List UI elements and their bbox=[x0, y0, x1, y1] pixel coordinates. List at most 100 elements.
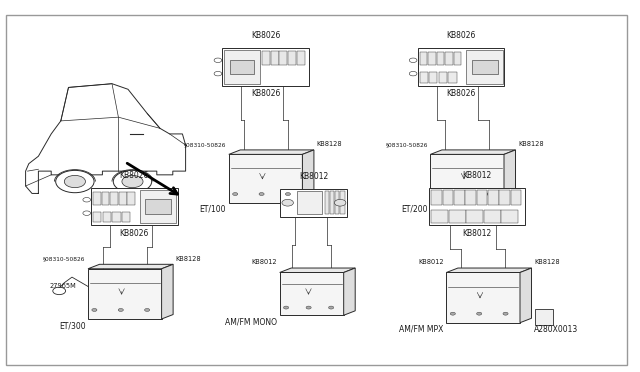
Polygon shape bbox=[302, 150, 314, 203]
Bar bbox=[145, 199, 172, 214]
Bar bbox=[436, 52, 444, 65]
Bar bbox=[223, 48, 308, 86]
Circle shape bbox=[92, 308, 97, 311]
Text: KB8026: KB8026 bbox=[120, 171, 149, 180]
Circle shape bbox=[122, 176, 143, 188]
Circle shape bbox=[285, 193, 291, 196]
Text: KB8026: KB8026 bbox=[446, 89, 476, 98]
Text: A280X0013: A280X0013 bbox=[534, 325, 579, 334]
Text: §08310-50826: §08310-50826 bbox=[184, 142, 227, 147]
Bar bbox=[335, 191, 339, 214]
Circle shape bbox=[282, 199, 293, 206]
Bar bbox=[431, 210, 448, 223]
Bar bbox=[488, 190, 499, 205]
Bar bbox=[447, 272, 520, 323]
Text: KB8128: KB8128 bbox=[317, 141, 342, 147]
Text: KB8026: KB8026 bbox=[120, 229, 149, 238]
Circle shape bbox=[435, 193, 440, 196]
Bar bbox=[229, 154, 302, 203]
Bar bbox=[438, 72, 447, 83]
Circle shape bbox=[451, 312, 456, 315]
Bar bbox=[91, 188, 177, 225]
Bar bbox=[467, 50, 503, 84]
Text: KB8012: KB8012 bbox=[299, 171, 328, 181]
Text: KB8012: KB8012 bbox=[462, 171, 492, 180]
Bar bbox=[110, 192, 118, 205]
Bar bbox=[430, 154, 504, 203]
Circle shape bbox=[259, 193, 264, 196]
Bar bbox=[467, 210, 483, 223]
Circle shape bbox=[410, 71, 417, 76]
Bar bbox=[262, 51, 270, 65]
Bar bbox=[88, 269, 161, 319]
Text: ET/200: ET/200 bbox=[401, 205, 428, 214]
Bar bbox=[448, 72, 456, 83]
Polygon shape bbox=[344, 268, 355, 315]
Bar bbox=[429, 72, 437, 83]
Text: KB8012: KB8012 bbox=[252, 259, 277, 266]
Bar bbox=[112, 212, 120, 222]
Text: ET/300: ET/300 bbox=[59, 321, 86, 330]
Bar bbox=[454, 190, 465, 205]
Polygon shape bbox=[504, 150, 516, 203]
Text: §08310-50826: §08310-50826 bbox=[43, 256, 86, 261]
Text: §08310-50826: §08310-50826 bbox=[385, 142, 428, 147]
Bar bbox=[279, 51, 287, 65]
Circle shape bbox=[306, 306, 311, 309]
Circle shape bbox=[64, 176, 86, 188]
Circle shape bbox=[477, 312, 482, 315]
Bar bbox=[420, 72, 428, 83]
Bar bbox=[431, 190, 442, 205]
Bar bbox=[230, 60, 254, 74]
Bar bbox=[297, 191, 322, 214]
Circle shape bbox=[233, 193, 238, 196]
Text: KB8026: KB8026 bbox=[251, 89, 280, 98]
Polygon shape bbox=[520, 268, 531, 323]
Circle shape bbox=[461, 193, 466, 196]
Circle shape bbox=[145, 308, 150, 311]
Circle shape bbox=[503, 312, 508, 315]
Bar bbox=[420, 52, 428, 65]
Circle shape bbox=[284, 306, 289, 309]
Bar bbox=[449, 210, 466, 223]
Text: 27965M: 27965M bbox=[49, 283, 76, 289]
Circle shape bbox=[410, 58, 417, 62]
Circle shape bbox=[214, 71, 222, 76]
Circle shape bbox=[334, 199, 346, 206]
Bar bbox=[102, 192, 109, 205]
Bar bbox=[465, 190, 476, 205]
Bar bbox=[484, 210, 500, 223]
Bar bbox=[428, 52, 436, 65]
Circle shape bbox=[328, 306, 333, 309]
Bar bbox=[93, 212, 101, 222]
Bar bbox=[340, 191, 344, 214]
Text: AM/FM MPX: AM/FM MPX bbox=[399, 325, 444, 334]
Bar bbox=[454, 52, 461, 65]
Circle shape bbox=[83, 198, 91, 202]
Bar bbox=[280, 189, 347, 217]
Bar bbox=[330, 191, 334, 214]
Bar bbox=[280, 272, 344, 315]
Bar bbox=[127, 192, 135, 205]
Bar bbox=[477, 190, 488, 205]
Text: KB8128: KB8128 bbox=[175, 256, 202, 262]
Polygon shape bbox=[447, 268, 531, 272]
Text: KB8128: KB8128 bbox=[534, 259, 560, 266]
Text: ET/100: ET/100 bbox=[200, 205, 227, 214]
Bar bbox=[93, 192, 101, 205]
Bar bbox=[443, 190, 453, 205]
Bar bbox=[501, 210, 518, 223]
Circle shape bbox=[56, 170, 94, 193]
Bar bbox=[324, 191, 329, 214]
Bar bbox=[417, 48, 504, 86]
Bar bbox=[140, 190, 177, 223]
Circle shape bbox=[53, 287, 66, 295]
Bar bbox=[511, 190, 522, 205]
Text: KB8026: KB8026 bbox=[446, 31, 476, 40]
Circle shape bbox=[113, 170, 152, 193]
Circle shape bbox=[118, 308, 124, 311]
Polygon shape bbox=[430, 150, 516, 154]
Bar bbox=[499, 190, 510, 205]
Circle shape bbox=[214, 58, 222, 62]
Bar bbox=[288, 51, 296, 65]
